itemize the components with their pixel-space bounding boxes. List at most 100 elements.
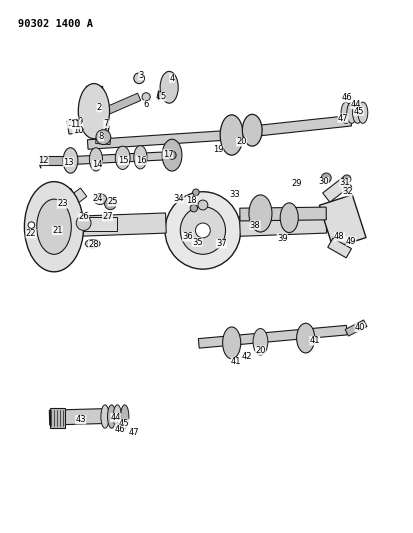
Circle shape [28, 222, 35, 229]
Polygon shape [87, 130, 231, 149]
Text: 12: 12 [38, 156, 48, 165]
Text: 40: 40 [354, 323, 364, 332]
Ellipse shape [115, 146, 130, 169]
Polygon shape [78, 213, 166, 236]
Ellipse shape [160, 71, 178, 103]
Text: 29: 29 [291, 179, 301, 188]
Ellipse shape [162, 139, 181, 171]
Ellipse shape [165, 192, 240, 269]
Polygon shape [344, 320, 366, 336]
Ellipse shape [107, 405, 115, 428]
Polygon shape [251, 116, 351, 136]
Text: 45: 45 [353, 107, 363, 116]
Ellipse shape [352, 102, 361, 123]
Polygon shape [327, 238, 351, 258]
Polygon shape [40, 156, 73, 165]
Text: 41: 41 [309, 336, 319, 345]
Polygon shape [318, 195, 365, 248]
Polygon shape [67, 118, 88, 134]
Circle shape [343, 184, 351, 192]
Polygon shape [49, 409, 106, 425]
Circle shape [195, 223, 210, 238]
Circle shape [192, 189, 199, 196]
Text: 20: 20 [254, 346, 265, 355]
Text: 7: 7 [103, 119, 109, 128]
Text: 35: 35 [191, 238, 202, 247]
Text: 45: 45 [119, 419, 129, 428]
Text: 23: 23 [57, 199, 67, 208]
Text: 13: 13 [63, 158, 74, 166]
Text: 31: 31 [339, 178, 349, 187]
Text: 27: 27 [102, 212, 112, 221]
Ellipse shape [89, 148, 102, 171]
Ellipse shape [133, 146, 147, 169]
Text: 18: 18 [186, 196, 197, 205]
Polygon shape [52, 189, 76, 208]
Ellipse shape [346, 102, 356, 123]
Text: 4: 4 [169, 74, 174, 83]
Text: 39: 39 [276, 234, 287, 243]
Text: 38: 38 [249, 221, 260, 230]
Polygon shape [52, 246, 75, 263]
Circle shape [76, 216, 91, 230]
Text: 36: 36 [182, 232, 192, 241]
Polygon shape [104, 93, 140, 115]
Ellipse shape [37, 199, 71, 254]
Polygon shape [50, 408, 65, 427]
Polygon shape [239, 207, 325, 221]
Text: 15: 15 [118, 156, 128, 165]
Ellipse shape [101, 405, 109, 428]
Text: 16: 16 [135, 156, 146, 165]
Circle shape [190, 205, 197, 212]
Polygon shape [322, 177, 349, 202]
Text: 19: 19 [212, 146, 223, 155]
Ellipse shape [180, 207, 225, 254]
Circle shape [197, 200, 207, 210]
Text: 5: 5 [160, 92, 165, 101]
Ellipse shape [242, 114, 261, 146]
Text: 9: 9 [78, 117, 83, 126]
Text: 11: 11 [70, 120, 81, 129]
Text: 90302 1400 A: 90302 1400 A [18, 19, 93, 29]
Text: 49: 49 [345, 237, 355, 246]
Text: 17: 17 [162, 150, 173, 159]
Text: 10: 10 [72, 126, 83, 135]
Text: 42: 42 [242, 352, 252, 361]
Text: 21: 21 [52, 226, 62, 235]
Polygon shape [95, 135, 110, 144]
Circle shape [142, 93, 150, 101]
Ellipse shape [252, 328, 267, 355]
Circle shape [133, 73, 144, 84]
Text: 37: 37 [216, 239, 226, 248]
Text: 2: 2 [96, 103, 102, 112]
Ellipse shape [280, 203, 298, 232]
Text: 32: 32 [341, 187, 352, 196]
Ellipse shape [93, 194, 107, 205]
Text: 41: 41 [230, 358, 241, 367]
Circle shape [320, 173, 330, 183]
Text: 44: 44 [350, 100, 360, 109]
Text: 25: 25 [107, 197, 118, 206]
Polygon shape [63, 188, 87, 210]
Text: 28: 28 [88, 240, 99, 249]
Text: 1: 1 [66, 119, 72, 128]
Ellipse shape [340, 102, 350, 123]
Text: 30: 30 [317, 177, 328, 186]
Ellipse shape [248, 195, 271, 232]
Text: 47: 47 [337, 114, 348, 123]
Circle shape [78, 128, 83, 133]
Polygon shape [198, 325, 347, 348]
Ellipse shape [296, 323, 314, 353]
Text: 8: 8 [98, 132, 104, 141]
Text: 44: 44 [110, 413, 121, 422]
Text: 46: 46 [114, 425, 125, 434]
Circle shape [168, 151, 176, 159]
Ellipse shape [85, 239, 100, 248]
Text: 20: 20 [236, 138, 246, 147]
Polygon shape [93, 124, 109, 136]
Ellipse shape [96, 130, 111, 144]
Ellipse shape [357, 102, 367, 123]
Polygon shape [73, 151, 180, 164]
Ellipse shape [220, 115, 242, 155]
Text: 22: 22 [26, 229, 36, 238]
